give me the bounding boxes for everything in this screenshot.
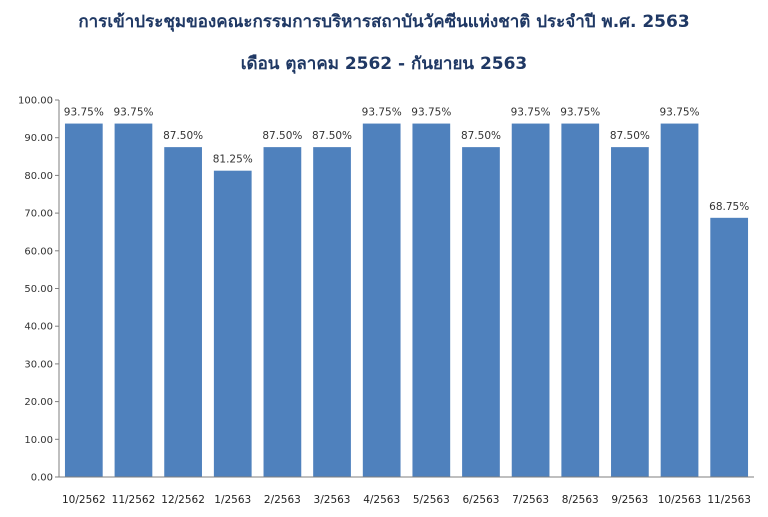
bar	[511, 123, 550, 477]
y-tick-label: 80.00	[24, 171, 53, 182]
bar	[263, 147, 302, 477]
bar	[611, 147, 649, 477]
chart-title: การเข้าประชุมของคณะกรรมการบริหารสถาบันวั…	[78, 12, 690, 32]
data-label: 87.50%	[163, 130, 203, 142]
y-tick-label: 60.00	[24, 246, 53, 257]
y-tick-label: 40.00	[24, 322, 53, 333]
bar	[313, 147, 351, 477]
x-tick-label: 3/2563	[314, 494, 351, 506]
x-tick-label: 7/2563	[512, 494, 549, 506]
x-tick-label: 5/2563	[413, 494, 450, 506]
data-label: 68.75%	[709, 201, 749, 213]
y-tick-label: 50.00	[24, 284, 53, 295]
data-label: 93.75%	[560, 107, 600, 119]
data-label: 93.75%	[511, 107, 551, 119]
bar	[462, 147, 500, 477]
chart-subtitle: เดือน ตุลาคม 2562 - กันยายน 2563	[240, 54, 528, 74]
x-tick-label: 10/2563	[658, 494, 702, 506]
x-tick-label: 12/2562	[161, 494, 205, 506]
data-label: 87.50%	[312, 130, 352, 142]
x-tick-label: 2/2563	[264, 494, 301, 506]
y-tick-label: 20.00	[24, 397, 53, 408]
data-label: 93.75%	[411, 107, 451, 119]
data-label: 93.75%	[362, 107, 402, 119]
x-tick-label: 11/2562	[112, 494, 156, 506]
y-tick-label: 30.00	[24, 359, 53, 370]
data-label: 93.75%	[64, 107, 104, 119]
y-tick-label: 100.00	[18, 96, 53, 107]
bar	[362, 123, 401, 477]
bar	[64, 123, 103, 477]
data-label: 93.75%	[113, 107, 153, 119]
data-label: 87.50%	[262, 130, 302, 142]
x-tick-label: 10/2562	[62, 494, 106, 506]
data-label: 87.50%	[610, 130, 650, 142]
data-label: 87.50%	[461, 130, 501, 142]
x-tick-label: 9/2563	[611, 494, 648, 506]
bar	[660, 123, 699, 477]
bar	[114, 123, 153, 477]
bar	[412, 123, 451, 477]
y-tick-label: 90.00	[24, 133, 53, 144]
y-tick-label: 70.00	[24, 209, 53, 220]
data-label: 93.75%	[660, 107, 700, 119]
data-label: 81.25%	[213, 154, 253, 166]
x-tick-label: 11/2563	[707, 494, 751, 506]
bar	[710, 217, 749, 477]
x-tick-label: 8/2563	[562, 494, 599, 506]
y-tick-label: 0.00	[31, 473, 53, 484]
bar	[561, 123, 600, 477]
bar	[213, 170, 252, 477]
x-tick-label: 6/2563	[462, 494, 499, 506]
bar	[164, 147, 202, 477]
x-tick-label: 4/2563	[363, 494, 400, 506]
y-tick-label: 10.00	[24, 435, 53, 446]
x-tick-label: 1/2563	[214, 494, 251, 506]
